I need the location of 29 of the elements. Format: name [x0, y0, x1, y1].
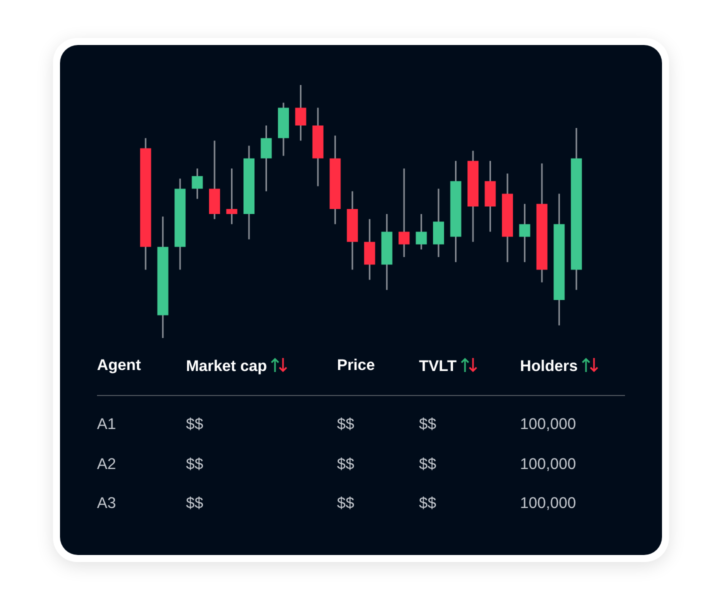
- category-label: Market cap: [186, 358, 267, 375]
- text: 100,000: [520, 495, 576, 513]
- candlestick: [260, 124, 272, 192]
- text: 100,000: [520, 416, 576, 434]
- candlestick: [295, 84, 306, 142]
- text: $$: [419, 416, 436, 434]
- candlestick: [192, 168, 203, 200]
- text: $$: [337, 495, 354, 513]
- text: $$: [337, 456, 354, 474]
- category-label: Holders: [520, 358, 578, 375]
- text: $$: [337, 416, 354, 434]
- candlestick: [433, 188, 444, 258]
- text: $$: [419, 456, 436, 474]
- category-label: TVLT: [419, 358, 457, 375]
- category-label: Agent: [97, 357, 141, 374]
- text: A1: [97, 416, 116, 434]
- text: 100,000: [520, 456, 576, 474]
- text: $$: [419, 495, 436, 513]
- candlestick: [364, 218, 376, 281]
- category-label: Price: [337, 357, 375, 374]
- text: A3: [97, 495, 116, 513]
- candlestick: [398, 168, 410, 258]
- text: $$: [186, 456, 204, 474]
- candlestick: [416, 213, 427, 250]
- text: A2: [97, 456, 116, 474]
- candlestick: [519, 203, 530, 263]
- candlestick: [226, 168, 238, 225]
- text: $$: [186, 495, 204, 513]
- text: $$: [186, 416, 204, 434]
